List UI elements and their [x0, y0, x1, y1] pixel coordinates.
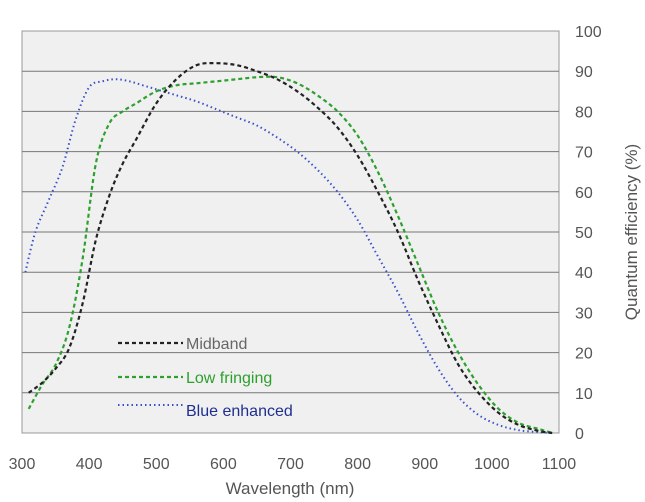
series-line-blue-enhanced [24, 78, 553, 434]
y-tick-label: 100 [575, 24, 602, 41]
x-tick-label: 800 [344, 456, 371, 473]
y-tick-labels: 0 10 20 30 40 50 60 70 80 90 100 [575, 24, 602, 443]
x-tick-label: 600 [210, 456, 237, 473]
x-tick-label: 700 [277, 456, 304, 473]
legend: Midband Low fringing Blue enhanced [118, 336, 293, 420]
y-tick-label: 10 [575, 386, 593, 403]
y-tick-label: 30 [575, 305, 593, 322]
y-tick-label: 90 [575, 64, 593, 81]
grid-lines [22, 70, 559, 394]
x-tick-label: 1100 [542, 456, 577, 473]
y-axis-title: Quantum efficiency (%) [622, 144, 641, 320]
x-tick-label: 300 [9, 456, 36, 473]
y-tick-label: 20 [575, 346, 593, 363]
series-line-low-fringing [27, 75, 553, 435]
x-tick-label: 1000 [474, 456, 510, 473]
x-axis-title: Wavelength (nm) [226, 479, 355, 498]
series-line-midband [28, 62, 553, 435]
y-tick-label: 40 [575, 265, 593, 282]
y-tick-label: 0 [575, 426, 584, 443]
legend-label-blue-enhanced: Blue enhanced [186, 403, 293, 420]
legend-label-low-fringing: Low fringing [186, 370, 272, 387]
x-tick-label: 400 [76, 456, 103, 473]
x-tick-label: 900 [411, 456, 438, 473]
y-tick-label: 60 [575, 185, 593, 202]
legend-label-midband: Midband [186, 336, 247, 353]
x-tick-labels: 300 400 500 600 700 800 900 1000 1100 [9, 456, 577, 473]
series-layer [24, 62, 553, 435]
y-tick-label: 80 [575, 104, 593, 121]
y-tick-label: 70 [575, 145, 593, 162]
y-tick-label: 50 [575, 225, 593, 242]
x-tick-label: 500 [143, 456, 170, 473]
